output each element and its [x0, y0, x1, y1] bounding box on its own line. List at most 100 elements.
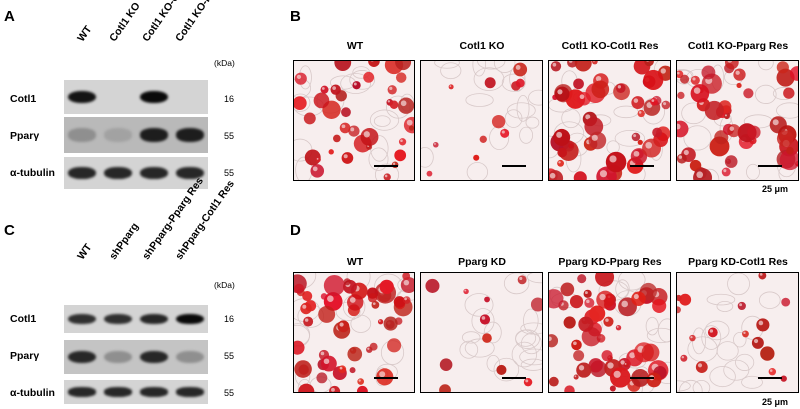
stained-cell — [605, 151, 627, 173]
droplet-highlight — [593, 61, 595, 62]
droplet-highlight — [296, 74, 302, 79]
stained-cell — [707, 327, 718, 338]
droplet-highlight — [651, 99, 655, 102]
stained-cell — [339, 122, 351, 134]
blot-band — [103, 166, 133, 180]
droplet-highlight — [645, 141, 653, 149]
stained-cell — [595, 273, 615, 287]
stained-cell — [439, 384, 451, 392]
micrograph-canvas — [677, 61, 798, 180]
cell-outline — [471, 308, 495, 334]
stained-cell — [690, 84, 710, 103]
droplet-highlight — [605, 318, 609, 322]
stained-cell — [320, 85, 329, 94]
blot-band — [175, 350, 205, 364]
blot-band — [175, 128, 205, 142]
panel-letter-a: A — [4, 8, 15, 25]
droplet-highlight — [568, 61, 573, 63]
droplet-highlight — [316, 157, 319, 160]
kda-label-a: (kDa) — [214, 58, 235, 68]
stained-cell — [294, 283, 305, 294]
stained-cell — [550, 61, 562, 72]
stained-cell — [303, 112, 316, 125]
stained-cell — [316, 372, 328, 384]
stained-cell — [615, 325, 622, 331]
scale-bar — [758, 377, 782, 379]
cell-outline — [692, 327, 706, 355]
stained-cell — [760, 346, 775, 361]
blot-band — [67, 128, 97, 142]
droplet-highlight — [304, 318, 309, 322]
droplet-highlight — [379, 371, 386, 378]
stained-cell — [677, 306, 681, 314]
droplet-highlight — [578, 365, 585, 371]
row-label-a-1: Cotl1 — [10, 93, 37, 105]
blot-band — [139, 128, 169, 142]
stained-cell — [623, 362, 629, 368]
blot-band — [103, 313, 133, 325]
droplet-highlight — [349, 297, 356, 303]
droplet-highlight — [384, 174, 388, 178]
droplet-highlight — [591, 134, 598, 141]
image-title-b-1: WT — [346, 40, 364, 52]
stained-cell — [320, 293, 328, 300]
stained-cell — [517, 275, 527, 285]
droplet-highlight — [724, 114, 727, 117]
stained-cell — [368, 61, 380, 67]
image-title-d-3: Pparg KD-Pparg Res — [558, 256, 662, 268]
cell-outline — [294, 93, 311, 112]
cell-outline — [526, 273, 542, 284]
blot-c-tubulin — [64, 380, 208, 404]
stained-cell — [727, 124, 741, 138]
cell-outline — [746, 163, 760, 180]
stained-cell — [701, 65, 716, 80]
droplet-highlight — [727, 61, 733, 63]
droplet-highlight — [599, 170, 608, 178]
droplet-highlight — [557, 89, 563, 95]
stained-cell — [439, 358, 453, 371]
stained-cell — [776, 61, 789, 74]
stained-cell — [357, 378, 365, 385]
stained-cell — [695, 361, 708, 373]
droplet-highlight — [404, 297, 407, 301]
droplet-highlight — [549, 172, 556, 179]
cell-outline — [716, 300, 734, 312]
stained-cell — [609, 367, 631, 388]
stained-cell — [567, 61, 578, 68]
micrograph-b-cotl1-ko-cotl1-res — [548, 60, 671, 181]
micrograph-canvas — [425, 273, 542, 392]
cell-outline — [459, 340, 479, 359]
cell-outline — [461, 331, 481, 344]
cell-outline — [741, 375, 763, 389]
stained-cell — [588, 358, 603, 373]
stained-cell — [387, 85, 397, 95]
stained-cell — [328, 149, 334, 155]
scale-bar — [374, 377, 398, 379]
stained-cell — [298, 383, 315, 392]
droplet-highlight — [558, 161, 561, 164]
stained-cell — [723, 113, 730, 120]
droplet-highlight — [586, 299, 590, 304]
blot-band — [103, 128, 133, 142]
micrograph-b-cotl1-ko-pparg-res — [676, 60, 799, 181]
droplet-highlight — [584, 291, 588, 295]
stained-cell — [563, 316, 576, 329]
stained-cell — [680, 74, 690, 84]
droplet-highlight — [633, 98, 639, 103]
stained-cell — [397, 97, 414, 114]
stained-cell — [473, 154, 480, 161]
mw-c-3: 55 — [224, 388, 235, 398]
droplet-highlight — [585, 114, 591, 120]
droplet-highlight — [646, 61, 649, 62]
stained-cell — [425, 278, 440, 293]
stained-cell — [395, 61, 412, 71]
blot-band — [103, 387, 133, 397]
stained-cell — [641, 343, 660, 362]
micrograph-canvas — [294, 61, 414, 180]
stained-cell — [583, 289, 592, 298]
stained-cell — [352, 81, 361, 90]
stained-cell — [557, 147, 568, 158]
cell-outline — [525, 116, 540, 129]
stained-cell — [398, 138, 407, 146]
droplet-highlight — [677, 71, 680, 75]
